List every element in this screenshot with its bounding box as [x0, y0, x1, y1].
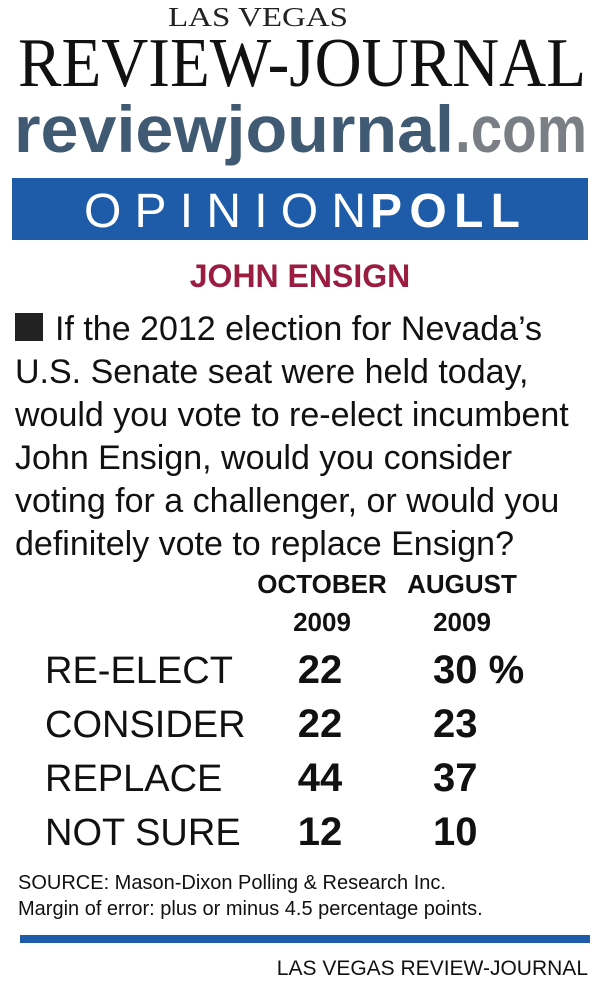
masthead: REVIEW-JOURNAL: [18, 25, 586, 102]
site-name: reviewjournal: [14, 92, 454, 166]
question-line: If the 2012 election for Nevada’s: [55, 310, 542, 348]
cell-value: 23: [433, 702, 478, 746]
source: SOURCE: Mason-Dixon Polling & Research I…: [18, 872, 446, 894]
cell-value: 10: [433, 810, 478, 854]
footer: LAS VEGAS REVIEW-JOURNAL: [277, 957, 588, 980]
question: If the 2012 election for Nevada’s U.S. Se…: [14, 310, 569, 563]
source: Margin of error: plus or minus 4.5 perce…: [18, 898, 483, 920]
banner: [12, 178, 588, 240]
column-header: 2009: [293, 607, 351, 637]
row-label: REPLACE: [45, 758, 222, 800]
footer-rule: [20, 935, 590, 943]
question-line: voting for a challenger, or would you: [15, 482, 559, 520]
banner-bold: POLL: [370, 185, 520, 238]
row-label: CONSIDER: [45, 704, 246, 746]
cell-value: 22: [298, 702, 343, 746]
results-table: OCTOBER 2009 AUGUST 2009 RE-ELECT 22 30 % CONSI…: [45, 569, 524, 854]
question-line: definitely vote to replace Ensign?: [15, 525, 514, 563]
cell-value: 22: [298, 648, 343, 692]
column-header: 2009: [433, 607, 491, 637]
cell-value: 44: [298, 756, 343, 800]
column-header: AUGUST: [407, 569, 517, 599]
row-label: NOT SURE: [45, 812, 241, 854]
cell-value: 37: [433, 756, 478, 800]
bullet: [15, 313, 43, 341]
kicker: LAS VEGAS: [168, 2, 348, 32]
cell-value: 30 %: [433, 648, 524, 692]
site-suffix: .com: [455, 92, 587, 166]
question-line: would you vote to re-elect incumbent: [14, 396, 569, 434]
title: JOHN ENSIGN: [190, 258, 410, 294]
question-line: U.S. Senate seat were held today,: [15, 353, 528, 391]
question-line: John Ensign, would you consider: [15, 439, 512, 477]
column-header: OCTOBER: [257, 569, 387, 599]
row-label: RE-ELECT: [45, 650, 233, 692]
cell-value: 12: [298, 810, 343, 854]
